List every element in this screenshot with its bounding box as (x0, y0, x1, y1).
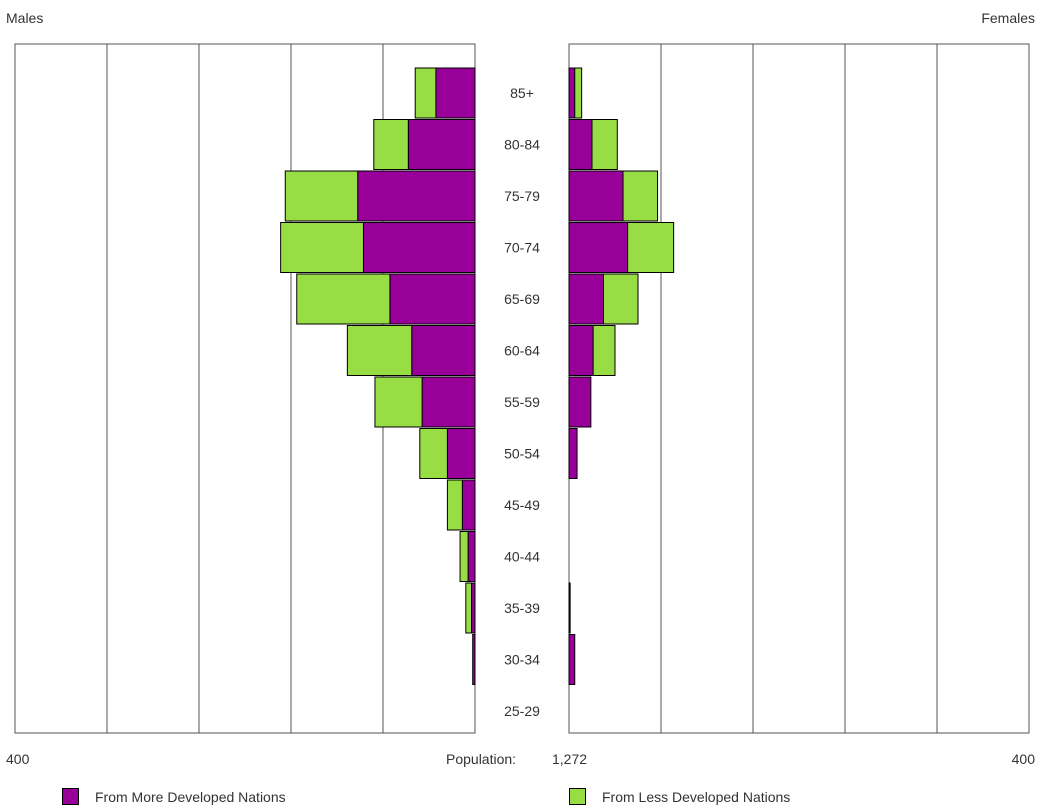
male-bar-more-developed (421, 376, 476, 428)
population-label: Population: (446, 751, 517, 767)
male-bar-more-developed (471, 582, 476, 634)
age-group-label: 75-79 (504, 188, 540, 204)
male-bar-less-developed (374, 376, 423, 428)
legend-label-less-developed: From Less Developed Nations (602, 788, 791, 805)
male-bar-more-developed (435, 67, 476, 119)
female-bar-less-developed (591, 119, 618, 170)
age-group-label: 70-74 (504, 240, 540, 256)
male-bar-less-developed (446, 479, 463, 531)
male-bar-less-developed (465, 582, 473, 634)
male-bar-more-developed (467, 531, 476, 582)
category-labels: 85+ 80-84 75-79 70-74 65-69 60-64 55-59 50-54 45… (504, 85, 540, 719)
legend-label-more-developed: From More Developed Nations (95, 788, 286, 805)
male-bar-less-developed (414, 67, 437, 119)
female-bar-more-developed (568, 273, 604, 325)
males-label: Males (6, 10, 44, 26)
male-bar-more-developed (362, 222, 476, 273)
male-bar-less-developed (284, 170, 359, 222)
male-bar-more-developed (357, 170, 476, 222)
population-value: 1,272 (552, 751, 588, 767)
female-bar-more-developed (568, 376, 592, 428)
age-group-label: 60-64 (504, 343, 540, 359)
male-bar-more-developed (446, 428, 476, 479)
female-bar-less-developed (592, 325, 616, 376)
legend-more-developed: From More Developed Nations (62, 788, 286, 805)
left-axis-max-label: 400 (6, 751, 30, 767)
age-group-label: 45-49 (504, 497, 540, 513)
female-bar-more-developed (568, 67, 576, 119)
age-group-label: 40-44 (504, 549, 540, 565)
female-bar-less-developed (622, 170, 659, 222)
female-bar-more-developed (568, 582, 571, 634)
legend-less-developed: From Less Developed Nations (569, 788, 790, 805)
male-bar-more-developed (411, 325, 476, 376)
females-label: Females (981, 10, 1035, 26)
legend-swatch-less-developed (569, 788, 586, 805)
female-bar-more-developed (568, 634, 576, 685)
female-bar-more-developed (568, 325, 594, 376)
female-bar-more-developed (568, 119, 593, 170)
male-bar-less-developed (459, 531, 469, 582)
age-group-label: 65-69 (504, 291, 540, 307)
female-bar-more-developed (568, 222, 629, 273)
male-bar-less-developed (280, 222, 364, 273)
male-bar-more-developed (407, 119, 476, 170)
females-panel-frame (568, 43, 1030, 734)
male-bar-less-developed (296, 273, 391, 325)
male-bar-more-developed (472, 634, 476, 685)
legend-swatch-more-developed (62, 788, 79, 805)
grid-layer (14, 43, 1030, 734)
age-group-label: 35-39 (504, 600, 540, 616)
male-bar-less-developed (419, 428, 448, 479)
age-group-label: 80-84 (504, 137, 540, 153)
female-bar-less-developed (574, 67, 583, 119)
age-group-label: 85+ (510, 85, 534, 101)
female-bar-more-developed (568, 428, 578, 479)
male-bar-less-developed (373, 119, 409, 170)
age-group-label: 50-54 (504, 446, 540, 462)
female-bar-less-developed (603, 273, 639, 325)
female-bar-more-developed (568, 170, 624, 222)
bars-layer (280, 67, 675, 685)
age-group-label: 30-34 (504, 652, 540, 668)
male-bar-less-developed (346, 325, 413, 376)
male-bar-more-developed (389, 273, 476, 325)
right-axis-max-label: 400 (1011, 751, 1035, 767)
female-bar-less-developed (627, 222, 675, 273)
male-bar-more-developed (461, 479, 476, 531)
age-group-label: 55-59 (504, 394, 540, 410)
age-group-label: 25-29 (504, 703, 540, 719)
